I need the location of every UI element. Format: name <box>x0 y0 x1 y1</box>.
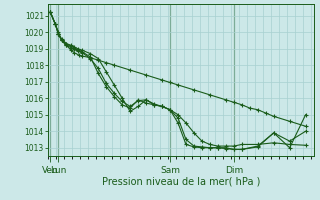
X-axis label: Pression niveau de la mer( hPa ): Pression niveau de la mer( hPa ) <box>102 177 260 187</box>
